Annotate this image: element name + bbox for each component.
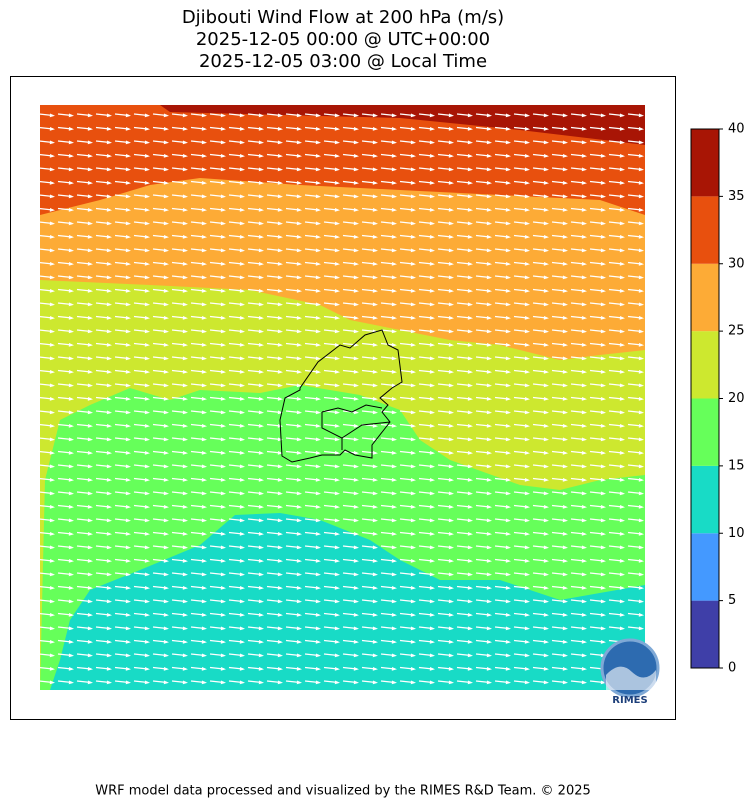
footer: WRF model data processed and visualized … [95,784,591,799]
title-line: 2025-12-05 00:00 @ UTC+00:00 [196,29,490,50]
colorbar-segment [691,331,719,399]
colorbar-tick-label: 15 [728,458,745,473]
title-line: Djibouti Wind Flow at 200 hPa (m/s) [182,7,504,28]
title-line: 2025-12-05 03:00 @ Local Time [199,51,487,72]
country-border [279,329,403,463]
colorbar-segment [691,398,719,466]
colorbar-tick-label: 20 [728,391,745,406]
map-frame [10,76,676,720]
logo-text: RIMES [612,695,647,706]
colorbar-tick-label: 30 [728,256,745,271]
colorbar-segment [691,129,719,197]
colorbar-segment [691,196,719,264]
colorbar-tick-label: 25 [728,324,745,339]
logo: RIMES [600,638,660,706]
colorbar-segment [691,465,719,534]
colorbar-tick-label: 35 [728,189,745,204]
colorbar-tick-label: 10 [728,526,745,541]
colorbar-segment [691,600,719,668]
colorbar-segment [691,533,719,601]
colorbar-tick-label: 5 [728,593,736,608]
colorbar-segment [691,263,719,332]
colorbar-tick-label: 0 [728,661,736,676]
colorbar: 0 5 10 15 20 25 30 35 40 [690,122,745,676]
wind-vectors [40,105,645,690]
colorbar-tick-label: 40 [728,122,745,137]
